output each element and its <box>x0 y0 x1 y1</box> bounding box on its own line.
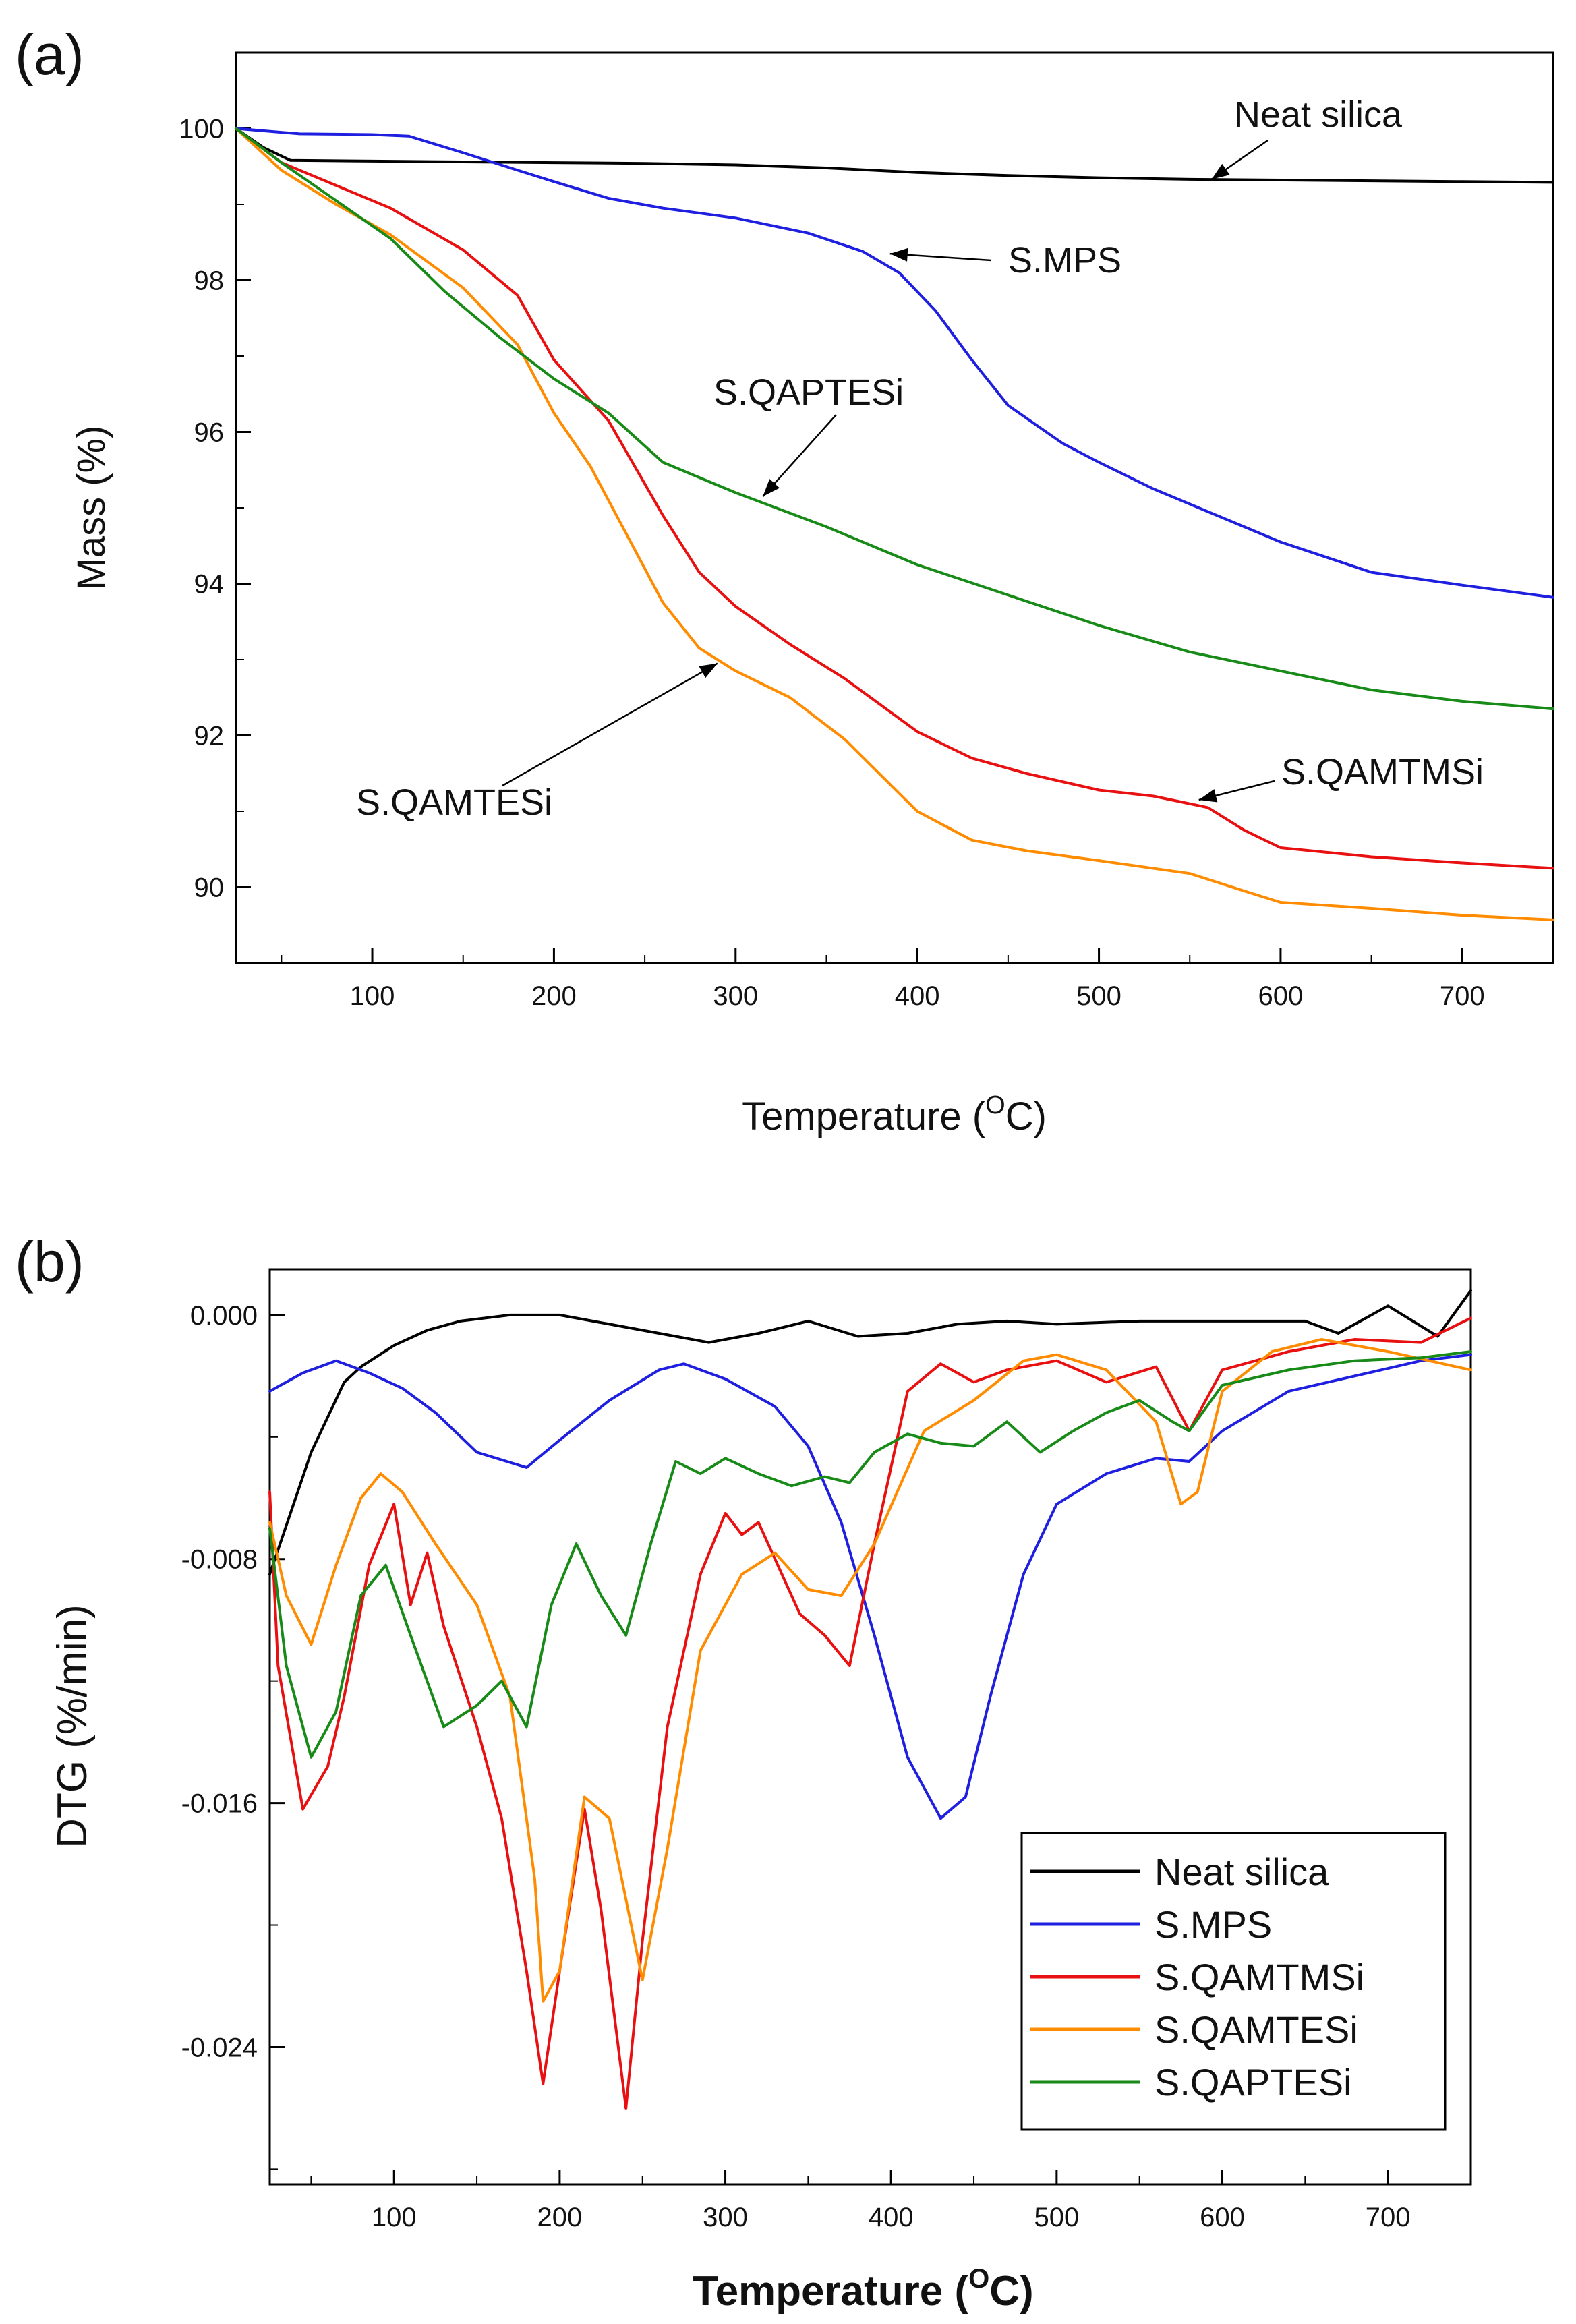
panel-a-xtick-label-100: 100 <box>350 981 395 1011</box>
legend-label-s-mps: S.MPS <box>1155 1903 1272 1946</box>
panel-b-series <box>268 1289 1472 2110</box>
panel-b-series-neat-silica <box>268 1289 1472 1576</box>
panel-a-label: (a) <box>15 23 84 86</box>
panel-b-ylabel: DTG (%/min) <box>49 1604 96 1849</box>
panel-a-annotations: Neat silica S.MPS S.QAPTESi S.QAMTESi S.QAMT… <box>356 94 1484 823</box>
annotation-s-qamtesi: S.QAMTESi <box>356 782 552 823</box>
panel-b-plot-frame <box>268 1268 1472 2186</box>
panel-b-xtick-label-600: 600 <box>1200 2203 1245 2232</box>
annotation-arrow-s-qaptesi <box>762 414 837 497</box>
panel-b-ytick-label-1: -0.008 <box>181 1545 258 1575</box>
panel-a-ylabel: Mass (%) <box>69 426 113 591</box>
panel-b-xlabel-end: C) <box>989 2268 1033 2315</box>
panel-b-series-s-mps <box>268 1353 1472 1820</box>
panel-a-series-s-qaptesi <box>235 127 1554 711</box>
panel-a-ytick-label-1: 92 <box>194 722 225 751</box>
panel-a-xlabel: Temperature (OC) <box>742 1091 1047 1138</box>
panel-a-xtick-label-300: 300 <box>713 981 758 1011</box>
panel-a-xlabel-main: Temperature ( <box>742 1095 985 1138</box>
panel-a-xtick-label-700: 700 <box>1440 981 1485 1011</box>
panel-b-ytick-label-0: 0.000 <box>190 1301 258 1331</box>
panel-a: (a) 100 200 300 400 500 600 700 90 92 94 96 98 100 N… <box>15 23 1554 1138</box>
annotation-arrowhead-s-qaptesi <box>763 479 780 497</box>
panel-a-series-s-qamtmsi <box>235 127 1554 870</box>
panel-b-xtick-label-200: 200 <box>537 2203 583 2232</box>
panel-b-xtick-label-700: 700 <box>1366 2203 1411 2232</box>
panel-a-ytick-label-5: 100 <box>179 115 224 144</box>
panel-a-ticks: 100 200 300 400 500 600 700 90 92 94 96 98 100 <box>179 115 1554 1011</box>
annotation-arrowhead-s-mps <box>889 248 908 262</box>
panel-a-ytick-label-4: 98 <box>194 266 225 296</box>
annotation-s-qaptesi: S.QAPTESi <box>713 372 904 413</box>
panel-a-ytick-label-3: 96 <box>194 418 225 448</box>
annotation-arrowhead-s-qamtesi <box>699 663 718 678</box>
legend-label-s-qamtmsi: S.QAMTMSi <box>1155 1956 1364 1998</box>
panel-b-xlabel: Temperature (OC) <box>693 2264 1033 2315</box>
panel-b: (b) 100 200 300 400 500 600 700 0.000 -0.008 -0.0… <box>15 1230 1472 2315</box>
panel-a-ytick-label-0: 90 <box>194 873 225 903</box>
panel-b-xtick-label-400: 400 <box>869 2203 914 2232</box>
panel-a-xtick-label-500: 500 <box>1076 981 1121 1011</box>
panel-b-series-s-qaptesi <box>268 1350 1472 1759</box>
panel-b-legend: Neat silica S.MPS S.QAMTMSi S.QAMTESi S.QAPT… <box>1020 1832 1447 2131</box>
panel-b-xtick-label-500: 500 <box>1034 2203 1079 2232</box>
panel-a-ytick-label-2: 94 <box>194 570 225 600</box>
legend-label-s-qaptesi: S.QAPTESi <box>1155 2061 1352 2103</box>
annotation-arrow-s-qamtesi <box>502 662 718 787</box>
panel-a-series <box>235 127 1554 921</box>
annotation-arrowhead-s-qamtmsi <box>1198 789 1218 803</box>
panel-a-series-s-mps <box>235 127 1554 599</box>
panel-b-xtick-label-300: 300 <box>703 2203 748 2232</box>
panel-a-series-s-qamtesi <box>235 127 1554 921</box>
legend-label-neat-silica: Neat silica <box>1155 1851 1329 1893</box>
panel-a-xlabel-end: C) <box>1005 1095 1047 1138</box>
panel-b-series-s-qamtesi <box>268 1338 1472 2003</box>
panel-b-xlabel-sup: O <box>968 2264 989 2294</box>
panel-a-xtick-label-200: 200 <box>531 981 577 1011</box>
annotation-s-qamtmsi: S.QAMTMSi <box>1281 752 1484 792</box>
panel-b-label: (b) <box>15 1230 84 1294</box>
legend-label-s-qamtesi: S.QAMTESi <box>1155 2008 1358 2051</box>
panel-b-ytick-label-3: -0.024 <box>181 2033 258 2062</box>
panel-a-xlabel-sup: O <box>985 1091 1005 1120</box>
panel-b-xtick-label-100: 100 <box>372 2203 417 2232</box>
panel-b-ticks: 100 200 300 400 500 600 700 0.000 -0.008 -0.016 -0… <box>181 1301 1471 2232</box>
annotation-s-mps: S.MPS <box>1008 240 1121 281</box>
panel-b-xlabel-main: Temperature ( <box>693 2268 968 2315</box>
panel-b-ytick-label-2: -0.016 <box>181 1789 258 1819</box>
annotation-neat-silica: Neat silica <box>1234 94 1403 135</box>
panel-a-series-neat-silica <box>235 127 1554 184</box>
annotation-arrowhead-neat-silica <box>1211 163 1230 179</box>
panel-a-xtick-label-600: 600 <box>1258 981 1304 1011</box>
panel-a-xtick-label-400: 400 <box>895 981 940 1011</box>
